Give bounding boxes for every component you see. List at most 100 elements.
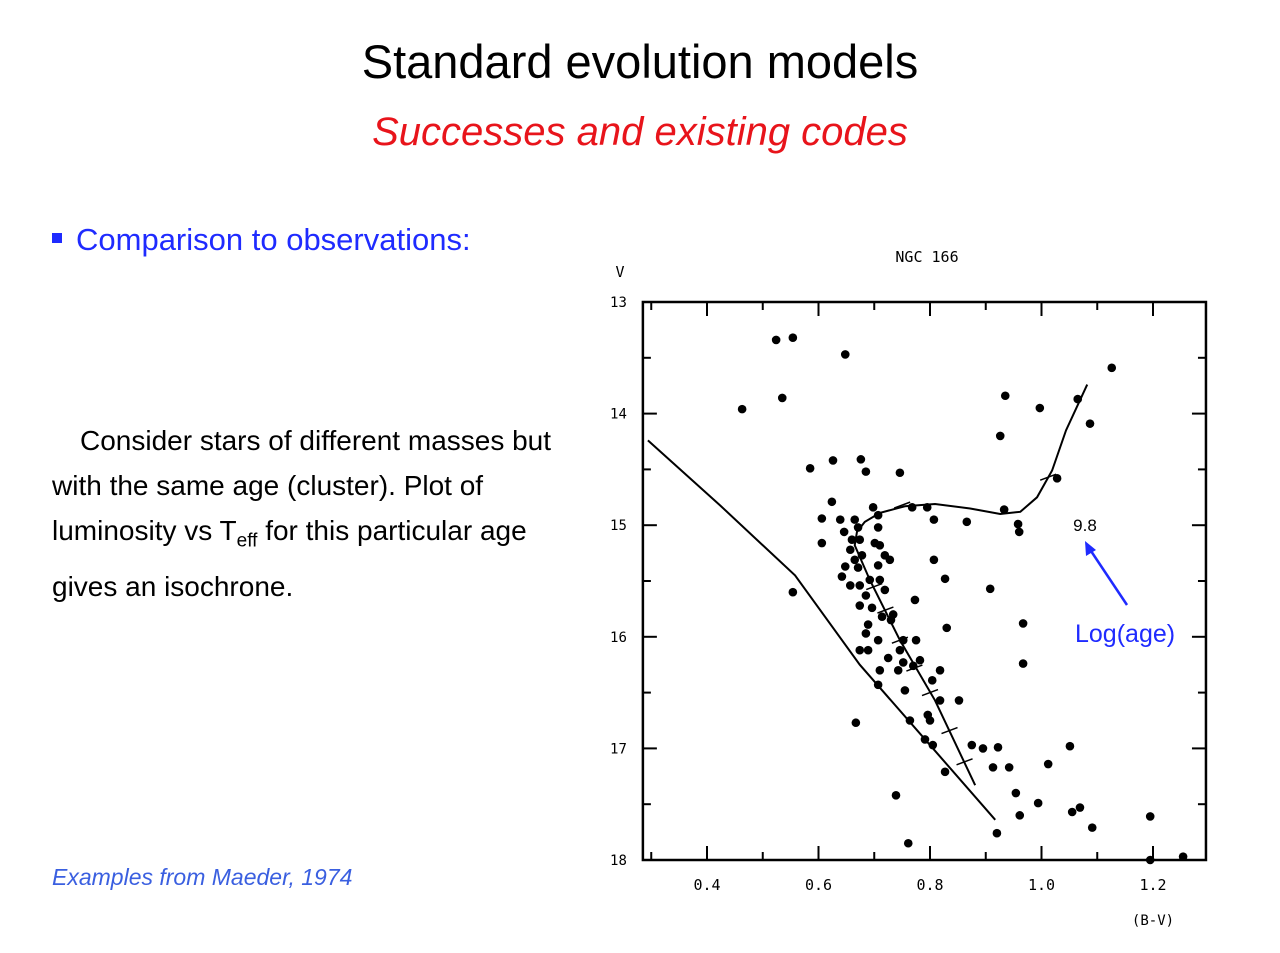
y-tick-label: 14 (610, 407, 627, 423)
star-point (873, 680, 883, 690)
star-point (928, 740, 938, 750)
isochrone-tick (865, 582, 883, 591)
star-point (840, 350, 850, 359)
star-point (900, 686, 910, 695)
star-point (1014, 527, 1024, 537)
star-point (923, 710, 933, 720)
star-point (828, 456, 838, 465)
star-point (891, 790, 901, 800)
star-point (855, 601, 865, 610)
star-point (1065, 741, 1075, 751)
star-point (850, 555, 860, 565)
star-point (853, 563, 863, 572)
y-tick-label: 18 (610, 853, 627, 869)
bullet-text: Comparison to observations: (76, 222, 471, 257)
star-point (851, 718, 861, 728)
star-point (1018, 619, 1028, 628)
slide-title: Standard evolution models (361, 35, 919, 88)
star-point (861, 591, 871, 600)
star-point (873, 510, 883, 520)
star-point (908, 661, 918, 671)
star-point (873, 523, 883, 532)
star-point (868, 503, 878, 512)
x-tick-label: 1.2 (1139, 876, 1166, 894)
star-point (873, 561, 883, 570)
star-point (911, 635, 921, 645)
isochrone-tick (877, 606, 894, 614)
star-point (883, 653, 893, 663)
star-point (895, 645, 905, 655)
star-point (865, 575, 875, 585)
y-tick-label: 17 (610, 741, 627, 757)
slide-subtitle: Successes and existing codes (372, 110, 908, 154)
star-point (850, 515, 860, 524)
star-point (877, 612, 887, 622)
star-point (910, 595, 920, 605)
star-point (935, 696, 945, 705)
star-point (861, 629, 871, 638)
y-axis-label: V (615, 263, 624, 281)
star-point (867, 603, 877, 613)
star-point (880, 585, 890, 595)
star-point (985, 584, 995, 594)
star-point (1000, 391, 1010, 401)
star-point (853, 523, 863, 532)
star-point (805, 463, 815, 473)
star-point (993, 742, 1003, 752)
y-tick-label: 13 (610, 295, 627, 311)
star-point (1145, 812, 1155, 821)
star-point (861, 467, 871, 476)
star-point (835, 515, 845, 524)
star-point (893, 665, 903, 675)
isochrone-tick (893, 501, 911, 509)
star-point (935, 665, 945, 675)
star-point (962, 517, 972, 527)
y-tick-label: 15 (610, 518, 627, 534)
star-point (978, 744, 988, 753)
x-tick-label: 0.8 (916, 876, 943, 894)
star-point (845, 581, 855, 590)
star-point (875, 575, 885, 585)
isochrone-tick (956, 758, 973, 766)
body-text-end: for this particular age gives an isochro… (52, 515, 527, 602)
bullet-item: Comparison to observations: (52, 222, 471, 258)
star-point (929, 555, 939, 565)
x-tick-label: 1.0 (1028, 876, 1055, 894)
star-point (988, 763, 998, 772)
chart-title: NGC 166 (895, 248, 958, 266)
star-point (855, 535, 865, 545)
x-tick-label: 0.4 (693, 876, 720, 894)
star-point (903, 838, 913, 848)
star-point (954, 696, 964, 705)
star-point (855, 581, 865, 590)
body-text-subscript: eff (236, 530, 258, 552)
body-text: Consider stars of different masses but w… (52, 418, 572, 609)
star-point (817, 538, 827, 548)
star-point (845, 545, 855, 555)
star-point (1004, 763, 1014, 772)
star-point (1067, 807, 1077, 817)
star-point (771, 335, 781, 345)
star-point (1015, 811, 1025, 820)
star-point (898, 658, 908, 667)
star-point (1035, 403, 1045, 413)
isochrone-line (853, 384, 1089, 786)
star-point (922, 503, 932, 512)
star-point (907, 503, 917, 512)
star-point (1085, 419, 1095, 428)
star-point (942, 623, 952, 633)
star-point (1107, 363, 1117, 373)
star-point (855, 645, 865, 655)
star-point (1087, 823, 1097, 832)
annotation-arrow (1087, 547, 1129, 606)
star-point (885, 555, 895, 565)
star-point (895, 468, 905, 478)
star-point (875, 665, 885, 675)
star-point (847, 535, 857, 545)
log-age-annotation: Log(age) (1075, 620, 1176, 648)
star-point (920, 735, 930, 744)
star-point (873, 635, 883, 645)
star-point (777, 393, 787, 403)
bullet-square-icon (52, 232, 62, 243)
